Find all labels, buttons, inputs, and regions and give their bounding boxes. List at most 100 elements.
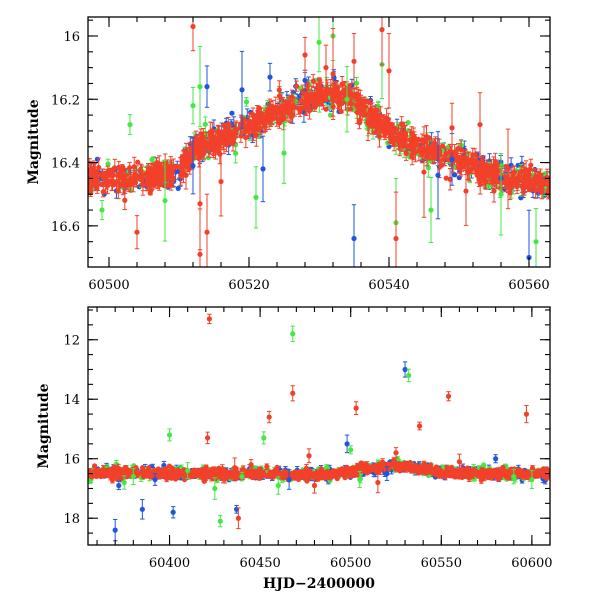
series-c-data-point — [539, 189, 545, 195]
x-tick-label: 60540 — [368, 278, 409, 293]
series-c-data-point — [318, 88, 324, 95]
series-c-data-point — [252, 128, 258, 134]
series-c-data-point — [166, 173, 172, 179]
series-c-data-point — [368, 115, 374, 121]
series-c-data-point — [468, 160, 474, 166]
x-tick-label: 60500 — [88, 278, 129, 293]
series-c-data-point — [423, 134, 430, 140]
series-a-data-point — [239, 87, 245, 93]
series-c-data-point — [393, 235, 399, 242]
series-c-data-point — [404, 143, 410, 149]
series-c-data-point — [269, 112, 275, 118]
top-panel-data-points — [88, 17, 550, 267]
series-c-data-point — [418, 146, 424, 152]
series-c-data-point — [323, 106, 329, 112]
series-c-data-point — [223, 128, 229, 134]
series-c-data-point — [300, 88, 306, 94]
series-a-data-point — [190, 163, 196, 169]
series-c-data-point — [474, 172, 480, 178]
series-c-data-point — [204, 229, 210, 235]
series-c-data-point — [540, 181, 546, 187]
series-c-data-point — [122, 197, 128, 203]
series-c-data-point — [355, 92, 362, 98]
series-c-data-point — [179, 161, 186, 167]
series-c-data-point — [545, 188, 550, 194]
series-c-data-point — [218, 178, 224, 185]
series-c-data-point — [201, 150, 207, 156]
series-c-data-point — [495, 167, 501, 173]
series-b-data-point — [327, 112, 334, 118]
series-c-data-point — [514, 179, 521, 185]
series-b-data-point — [197, 84, 203, 90]
series-c-data-point — [409, 130, 415, 136]
series-c-data-point — [214, 143, 220, 149]
series-c-data-point — [455, 154, 461, 160]
series-c-data-point — [507, 187, 513, 193]
series-c-data-point — [384, 115, 390, 121]
series-c-data-point — [151, 178, 157, 184]
series-c-data-point — [348, 90, 354, 96]
x-tick-label: 60520 — [228, 278, 269, 293]
series-c-data-point — [358, 101, 364, 107]
series-c-data-point — [169, 169, 176, 175]
series-c-data-point — [342, 91, 348, 97]
series-c-data-point — [432, 144, 439, 150]
x-tick-label: 60560 — [508, 278, 549, 293]
y-tick-label: 16.6 — [51, 220, 80, 235]
series-c-data-point — [473, 159, 480, 166]
series-c-data-point — [304, 92, 311, 98]
series-c-data-point — [276, 110, 283, 116]
series-c-data-point — [155, 180, 161, 186]
series-c-data-point — [528, 162, 534, 168]
series-c-data-point — [351, 58, 357, 64]
series-c-data-point — [411, 143, 417, 149]
series-c-data-point — [130, 180, 136, 186]
series-c-data-point — [197, 251, 203, 257]
series-c-data-point — [200, 134, 206, 141]
series-b-data-point — [405, 119, 411, 126]
y-tick-label: 16 — [63, 30, 80, 45]
series-c-data-point — [477, 121, 483, 128]
series-a-data-point — [267, 74, 273, 80]
series-c-data-point — [246, 125, 252, 131]
series-c-data-point — [190, 23, 196, 30]
series-c-data-point — [89, 172, 95, 178]
series-c-data-point — [221, 138, 227, 145]
series-b-data-point — [243, 99, 250, 105]
series-c-data-point — [521, 180, 527, 186]
series-c-data-point — [525, 183, 531, 189]
series-c-data-point — [203, 139, 210, 146]
series-c-data-point — [267, 105, 273, 111]
series-c-data-point — [447, 176, 453, 182]
series-c-data-point — [479, 168, 486, 174]
series-c-data-point — [250, 112, 256, 118]
series-b-data-point — [253, 194, 259, 200]
series-b-data-point — [202, 121, 208, 127]
series-c-data-point — [171, 165, 177, 171]
series-c-data-point — [336, 94, 342, 100]
series-a-data-point — [260, 166, 266, 172]
series-c-data-point — [157, 171, 163, 177]
y-tick-label: 16.4 — [51, 157, 80, 172]
series-c-data-point — [502, 174, 508, 180]
series-c-data-point — [443, 175, 449, 181]
series-a-data-point — [435, 172, 441, 178]
series-c-data-point — [88, 184, 92, 190]
top-panel-ticks: 60500 60520 60540 60560 16 16.2 16.4 16.6 — [51, 17, 550, 293]
series-c-data-point — [421, 169, 427, 175]
series-b-data-point — [316, 39, 322, 45]
top-panel: 60500 60520 60540 60560 16 16.2 16.4 16.6 Magni… — [26, 16, 551, 293]
series-c-data-point — [372, 122, 378, 128]
series-c-data-point — [310, 78, 316, 84]
series-c-data-point — [529, 183, 535, 189]
series-c-data-point — [197, 201, 203, 207]
series-c-data-point — [494, 179, 500, 185]
series-b-data-point — [162, 197, 168, 204]
series-c-data-point — [156, 166, 162, 172]
series-a-data-point — [449, 156, 455, 163]
series-c-data-point — [489, 179, 495, 185]
series-c-data-point — [436, 147, 442, 153]
series-c-data-point — [532, 174, 539, 180]
series-c-data-point — [382, 123, 388, 130]
